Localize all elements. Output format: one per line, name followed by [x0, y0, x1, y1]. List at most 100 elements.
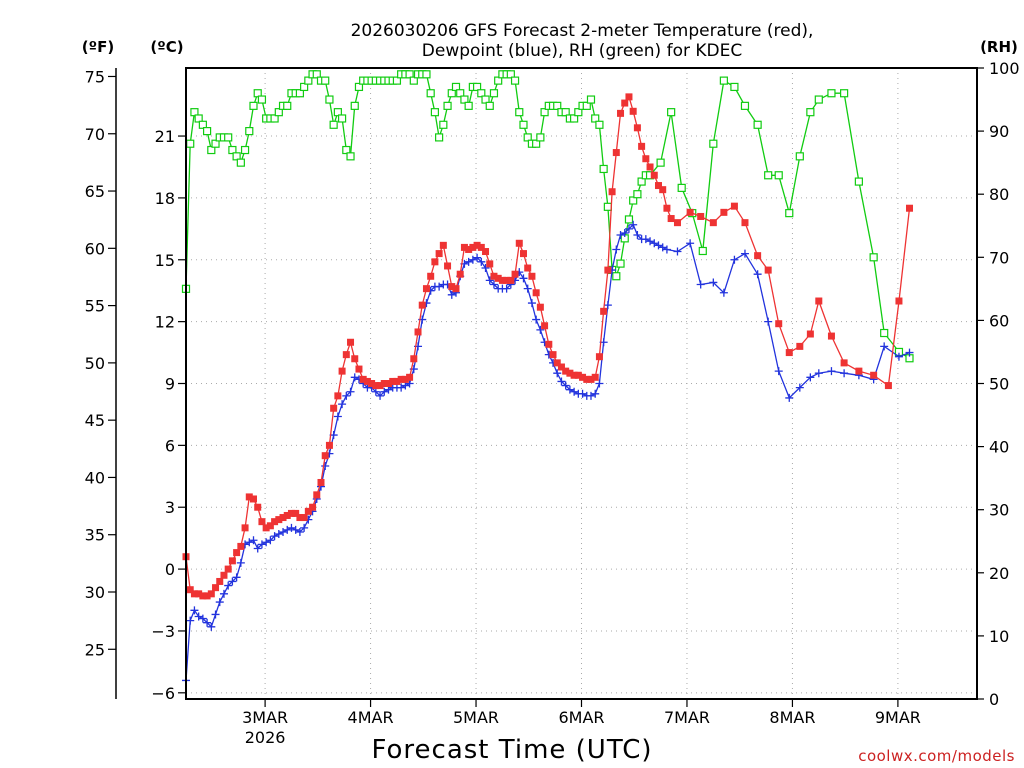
temperature-point	[764, 266, 772, 274]
fahrenheit-tick-label: 60	[85, 239, 105, 258]
temperature-point	[241, 524, 249, 532]
x-axis-label: Forecast Time (UTC)	[371, 735, 652, 765]
dewpoint-point	[236, 558, 245, 567]
dewpoint-point	[527, 299, 536, 308]
temperature-point	[646, 163, 654, 171]
temperature-point	[720, 208, 728, 216]
rh-tick-label: 30	[989, 501, 1009, 520]
rh-tick-label: 10	[989, 627, 1009, 646]
rh-point	[342, 145, 351, 155]
dewpoint-point	[346, 387, 355, 396]
rh-point	[586, 95, 596, 104]
dewpoint-point	[232, 573, 241, 582]
dewpoint-point	[295, 527, 304, 536]
rh-point	[257, 95, 267, 104]
temperature-point	[351, 355, 359, 363]
dewpoint-point	[603, 301, 612, 310]
temperature-point	[855, 367, 863, 375]
rh-point	[574, 108, 583, 117]
rh-point	[354, 82, 364, 92]
dewpoint-point	[342, 391, 351, 400]
temperature-point	[287, 509, 295, 517]
fahrenheit-tick-label: 75	[85, 67, 105, 86]
rh-point	[740, 101, 750, 110]
temperature-point	[673, 219, 681, 227]
dewpoint-point	[774, 367, 783, 376]
rh-point	[224, 133, 233, 142]
rh-point	[350, 101, 359, 110]
dewpoint-point	[253, 544, 262, 553]
temperature-point	[870, 371, 878, 379]
temperature-point	[195, 590, 203, 598]
rh-point	[869, 253, 878, 262]
dewpoint-point	[186, 616, 195, 625]
dewpoint-point	[435, 282, 444, 291]
temperature-point	[342, 351, 350, 359]
dewpoint-point	[662, 245, 671, 254]
celsius-tick-label: −6	[151, 684, 175, 703]
rh-point	[561, 108, 570, 117]
series-layer	[181, 70, 914, 685]
rh-point	[435, 133, 444, 142]
temperature-point	[380, 380, 388, 387]
dewpoint-point	[565, 385, 574, 394]
temperature-point	[418, 301, 426, 309]
dewpoint-point	[624, 224, 633, 233]
temperature-point	[815, 297, 823, 305]
rh-point	[207, 145, 216, 155]
dewpoint-point	[384, 385, 393, 394]
dewpoint-point	[578, 389, 587, 398]
dewpoint-line	[185, 223, 910, 681]
dewpoint-point	[519, 274, 528, 283]
dewpoint-point	[696, 280, 705, 289]
dewpoint-series	[182, 220, 914, 685]
rh-point	[472, 82, 482, 92]
rh-point	[443, 101, 452, 110]
temperature-point	[389, 377, 397, 385]
temperature-point	[212, 584, 220, 592]
dewpoint-point	[646, 237, 655, 246]
rh-point	[329, 120, 338, 129]
fahrenheit-tick-label: 25	[85, 640, 105, 659]
temperature-point	[663, 204, 671, 212]
temperature-point	[207, 590, 215, 598]
dewpoint-point	[709, 278, 718, 287]
rh-point	[232, 152, 241, 161]
dewpoint-point	[880, 342, 889, 351]
rh-point	[616, 259, 625, 268]
celsius-tick-label: 6	[165, 436, 175, 455]
temperature-point	[557, 363, 565, 371]
rh-tick-label: 0	[989, 690, 999, 709]
dewpoint-point	[595, 379, 604, 388]
rh-point	[481, 95, 490, 104]
rh-point	[595, 120, 604, 129]
temperature-point	[406, 373, 414, 381]
dewpoint-point	[523, 284, 532, 293]
temperature-point	[494, 274, 502, 282]
rh-point	[304, 76, 313, 85]
rh-point	[840, 89, 849, 98]
temperature-point	[465, 245, 473, 253]
temperature-point	[384, 380, 392, 387]
temperature-point	[503, 276, 511, 284]
temperature-point	[524, 264, 532, 272]
temperature-point	[686, 208, 694, 216]
rh-point	[667, 108, 676, 117]
temperature-point	[469, 243, 477, 251]
fahrenheit-tick-label: 55	[85, 297, 105, 316]
temperature-point	[220, 571, 228, 579]
temperature-point	[460, 243, 468, 251]
rh-point	[637, 177, 646, 186]
rh-point	[430, 108, 440, 117]
rh-point	[439, 120, 448, 129]
temperature-point	[604, 266, 612, 274]
rh-point	[532, 139, 541, 148]
temperature-point	[629, 107, 637, 115]
rh-point	[814, 95, 823, 104]
rh-point	[633, 190, 642, 199]
dewpoint-point	[806, 373, 815, 382]
dewpoint-point	[266, 536, 275, 545]
rh-point	[485, 101, 494, 110]
temperature-point	[895, 297, 903, 305]
rh-point	[612, 272, 621, 281]
